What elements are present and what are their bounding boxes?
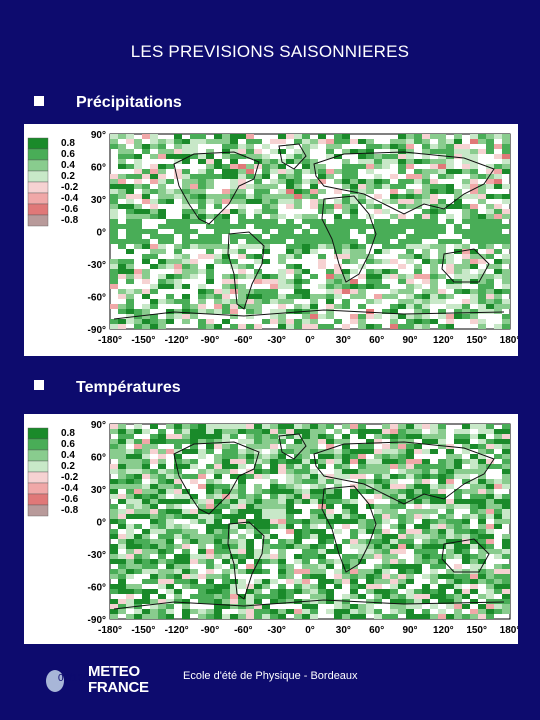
legend-swatch bbox=[27, 214, 49, 227]
lon-tick-label: -90° bbox=[201, 335, 219, 346]
legend-swatch bbox=[27, 159, 49, 172]
legend-tick-label: 0.6 bbox=[61, 149, 75, 160]
lon-tick-label: -180° bbox=[98, 335, 122, 346]
lon-tick-label: -120° bbox=[165, 625, 189, 636]
map-figure: 0.80.60.40.2-0.2-0.4-0.6-0.8 90° 60° 30° 0° -… bbox=[27, 420, 518, 636]
legend-swatch bbox=[27, 504, 49, 517]
meteo-france-logo: 07/12/04 METEO FRANCE bbox=[46, 662, 152, 698]
lon-tick-label: 0° bbox=[305, 625, 315, 636]
lon-tick-label: -60° bbox=[234, 335, 252, 346]
lon-tick-label: 120° bbox=[433, 335, 454, 346]
lon-tick-label: 120° bbox=[433, 625, 454, 636]
anomaly-field bbox=[110, 424, 510, 619]
legend-tick-label: 0.6 bbox=[61, 439, 75, 450]
lat-tick-label: 30° bbox=[91, 485, 106, 496]
lon-tick-label: 90° bbox=[402, 335, 417, 346]
map-figure: 0.80.60.40.2-0.2-0.4-0.6-0.8 90° 60° 30° 0° -… bbox=[27, 130, 518, 346]
legend-swatch bbox=[27, 192, 49, 205]
legend-swatch bbox=[27, 460, 49, 473]
legend-swatch bbox=[27, 203, 49, 216]
lon-tick-label: 30° bbox=[336, 335, 351, 346]
lat-tick-label: 90° bbox=[91, 130, 106, 141]
lat-tick-label: -60° bbox=[88, 293, 106, 304]
legend-swatch bbox=[27, 471, 49, 484]
lat-tick-label: 0° bbox=[96, 228, 106, 239]
legend-swatch bbox=[27, 170, 49, 183]
temperature-map-panel: 0.8 0.6 0.4 0.2 -0.2 -0.4 -0.6 -0.8 90° 60° 30° 0° -… bbox=[24, 414, 518, 644]
coastlines bbox=[113, 433, 505, 610]
lon-tick-label: -90° bbox=[201, 625, 219, 636]
legend-swatch bbox=[27, 148, 49, 161]
logo-text-meteo: METEO bbox=[88, 663, 140, 680]
legend-swatch bbox=[27, 137, 49, 150]
lon-tick-label: 90° bbox=[402, 625, 417, 636]
lon-tick-label: -150° bbox=[131, 335, 155, 346]
bullet-square bbox=[34, 96, 44, 106]
legend-swatch bbox=[27, 181, 49, 194]
slide-title: LES PREVISIONS SAISONNIERES bbox=[130, 42, 410, 61]
legend-tick-label: 0.2 bbox=[61, 171, 75, 182]
legend-tick-label: -0.4 bbox=[61, 483, 79, 494]
legend-tick-label: 0.4 bbox=[61, 160, 75, 171]
legend-tick-label: 0.2 bbox=[61, 461, 75, 472]
legend-tick-label: 0.8 bbox=[61, 138, 75, 149]
legend-swatch bbox=[27, 438, 49, 451]
lat-tick-label: 60° bbox=[91, 453, 106, 464]
lon-tick-label: 60° bbox=[369, 335, 384, 346]
legend-swatch bbox=[27, 482, 49, 495]
lon-tick-label: -60° bbox=[234, 625, 252, 636]
lon-tick-label: -120° bbox=[165, 335, 189, 346]
legend-swatch bbox=[27, 449, 49, 462]
lat-tick-label: -60° bbox=[88, 583, 106, 594]
lat-tick-label: -30° bbox=[88, 260, 106, 271]
legend-tick-label: -0.8 bbox=[61, 215, 79, 226]
legend-tick-label: -0.6 bbox=[61, 204, 79, 215]
legend-swatch bbox=[27, 427, 49, 440]
lat-tick-label: -30° bbox=[88, 550, 106, 561]
legend-tick-label: -0.2 bbox=[61, 182, 79, 193]
lon-tick-label: -150° bbox=[131, 625, 155, 636]
lat-tick-label: 90° bbox=[91, 420, 106, 431]
coastlines bbox=[113, 143, 505, 320]
lon-tick-label: 150° bbox=[466, 335, 487, 346]
lon-tick-label: 30° bbox=[336, 625, 351, 636]
section-label-temperatures: Températures bbox=[76, 379, 181, 396]
lon-tick-label: -180° bbox=[98, 625, 122, 636]
lon-tick-label: 180° bbox=[500, 625, 518, 636]
lat-tick-label: -90° bbox=[88, 615, 106, 626]
section-label-precipitations: Précipitations bbox=[76, 94, 182, 111]
logo-text-france: FRANCE bbox=[88, 679, 149, 696]
lon-tick-label: 0° bbox=[305, 335, 315, 346]
legend-tick-label: -0.8 bbox=[61, 505, 79, 516]
lat-tick-label: -90° bbox=[88, 325, 106, 336]
legend-tick-label: 0.4 bbox=[61, 450, 75, 461]
globe-icon bbox=[46, 670, 64, 692]
lon-tick-label: 180° bbox=[500, 335, 518, 346]
slide-footer: Ecole d'été de Physique - Bordeaux bbox=[183, 670, 358, 682]
slide-date: 07/12/04 bbox=[58, 673, 97, 684]
lat-tick-label: 30° bbox=[91, 195, 106, 206]
lon-tick-label: -30° bbox=[267, 335, 285, 346]
legend-tick-label: -0.2 bbox=[61, 472, 79, 483]
legend-tick-label: -0.4 bbox=[61, 193, 79, 204]
precipitation-map-panel: 0.8 0.6 0.4 0.2 -0.2 -0.4 -0.6 -0.8 90° 60° 30° 0° -… bbox=[24, 124, 518, 356]
lat-tick-label: 0° bbox=[96, 518, 106, 529]
lon-tick-label: -30° bbox=[267, 625, 285, 636]
lon-tick-label: 60° bbox=[369, 625, 384, 636]
bullet-square bbox=[34, 380, 44, 390]
legend-tick-label: 0.8 bbox=[61, 428, 75, 439]
lon-tick-label: 150° bbox=[466, 625, 487, 636]
lat-tick-label: 60° bbox=[91, 163, 106, 174]
legend-tick-label: -0.6 bbox=[61, 494, 79, 505]
anomaly-field bbox=[110, 134, 510, 329]
legend-swatch bbox=[27, 493, 49, 506]
